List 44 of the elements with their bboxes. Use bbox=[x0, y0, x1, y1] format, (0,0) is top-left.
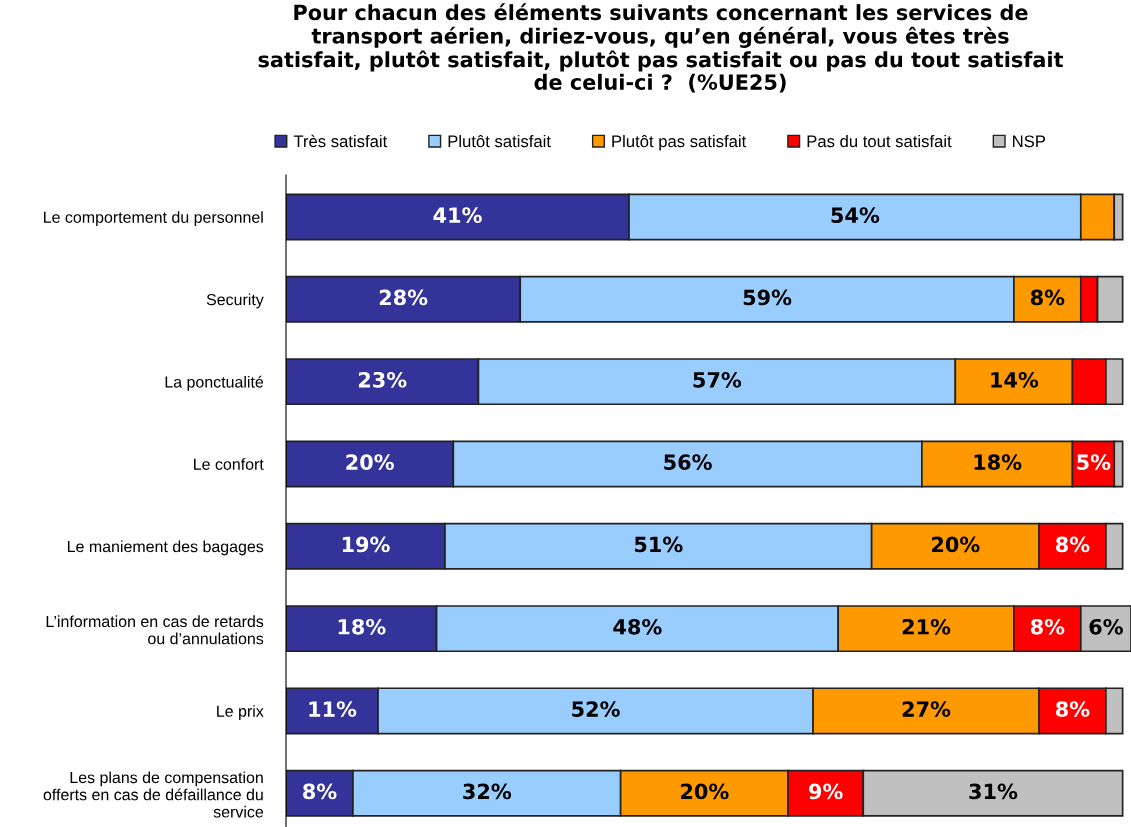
data-label: 18% bbox=[338, 618, 386, 635]
data-label: 18% bbox=[974, 454, 1022, 470]
data-label: 19% bbox=[342, 536, 390, 553]
legend-label: Très satisfait bbox=[293, 134, 388, 148]
data-label: 21% bbox=[902, 618, 951, 635]
data-label: 8% bbox=[1030, 289, 1065, 306]
legend-label: Plutôt satisfait bbox=[448, 134, 551, 148]
y-tick-label: L’information en cas de retards ou d’annulations bbox=[46, 615, 264, 645]
y-tick-label: Security bbox=[206, 293, 264, 309]
data-label: 20% bbox=[681, 783, 729, 800]
data-label: 57% bbox=[693, 371, 742, 388]
y-tick-label: Le comportement du personnel bbox=[44, 211, 263, 227]
data-label: 56% bbox=[664, 454, 712, 470]
data-label: 11% bbox=[309, 701, 357, 717]
data-label: 59% bbox=[743, 289, 792, 306]
data-label: 8% bbox=[303, 783, 337, 800]
y-tick-label: Le confort bbox=[194, 458, 264, 470]
data-label: 27% bbox=[902, 701, 951, 717]
chart-title: Pour chacun des éléments suivants concernant les services de transport aérien, diriez-vous, qu’en général, vous êtes très satisfait, plutôt satisfait, plutôt pas satisfait ou pas du tout satisfait de celui-ci ? (%UE25) bbox=[258, 3, 1064, 93]
legend-label: NSP bbox=[1013, 135, 1046, 148]
data-label: 41% bbox=[433, 207, 482, 224]
data-label: 32% bbox=[463, 783, 512, 800]
data-label: 51% bbox=[634, 536, 683, 553]
data-label: 20% bbox=[346, 454, 394, 470]
y-tick-label: La ponctualité bbox=[165, 375, 264, 391]
y-tick-label: Le maniement des bagages bbox=[67, 540, 264, 556]
data-label: 28% bbox=[379, 289, 428, 306]
data-label: 52% bbox=[572, 701, 620, 717]
data-label: 14% bbox=[991, 371, 1039, 388]
data-label: 48% bbox=[613, 618, 662, 635]
data-label: 5% bbox=[1077, 454, 1111, 470]
data-label: 8% bbox=[1056, 536, 1090, 553]
data-label: 54% bbox=[831, 207, 880, 224]
y-tick-label: Le prix bbox=[217, 705, 264, 721]
y-tick-label: Les plans de compensation offerts en cas de défaillance du service bbox=[43, 771, 264, 818]
data-label: 20% bbox=[932, 536, 980, 553]
data-label: 9% bbox=[809, 783, 843, 800]
data-label: 31% bbox=[969, 783, 1018, 800]
data-label: 8% bbox=[1030, 618, 1065, 635]
legend-label: Plutôt pas satisfait bbox=[612, 134, 747, 151]
data-label: 6% bbox=[1089, 618, 1123, 635]
legend-label: Pas du tout satisfait bbox=[807, 134, 952, 148]
data-label: 23% bbox=[358, 371, 407, 388]
data-label: 8% bbox=[1056, 701, 1090, 717]
